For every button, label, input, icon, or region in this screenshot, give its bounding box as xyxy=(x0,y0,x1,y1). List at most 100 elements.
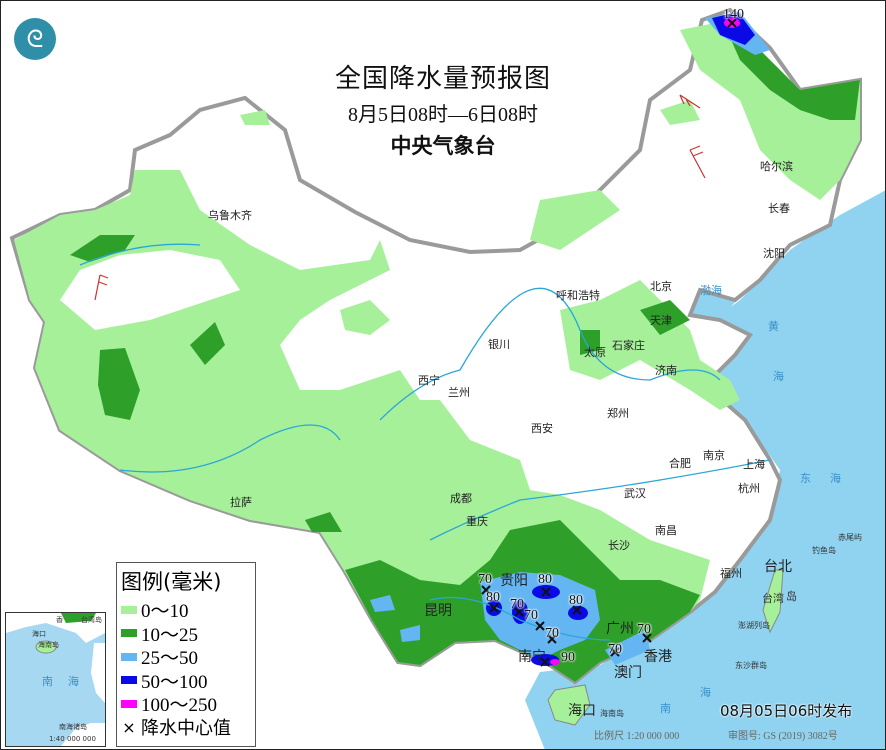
city-label: 上海 xyxy=(743,458,765,471)
city-label: 兰州 xyxy=(448,386,470,399)
city-label: 台北 xyxy=(764,559,792,575)
city-label: 济南 xyxy=(655,364,677,377)
precip-center-value: 70 xyxy=(524,608,538,623)
south-china-sea-inset: 海口 海南岛 南 海 南海诸岛 1:40 000 000 香 台湾岛 xyxy=(5,612,106,747)
issued-time: 08月05日06时发布 xyxy=(720,702,853,720)
city-label: 福州 xyxy=(720,567,742,580)
cross-icon xyxy=(541,587,551,597)
city-label: 杭州 xyxy=(738,482,760,495)
inset-label: 香 xyxy=(56,616,63,624)
sea-label: 岛 xyxy=(786,590,797,603)
rivers xyxy=(79,243,771,641)
cross-icon xyxy=(535,621,545,631)
cma-logo: ᘓ xyxy=(14,18,56,60)
precip-center-value: 80 xyxy=(486,590,500,605)
hainan-island xyxy=(547,684,591,726)
legend-label: 0～10 xyxy=(141,601,189,623)
city-label: 呼和浩特 xyxy=(556,289,600,302)
legend-item: 100～250 xyxy=(121,692,255,716)
city-label: 太原 xyxy=(584,346,606,359)
city-label: 西安 xyxy=(531,422,553,435)
legend-swatch xyxy=(121,699,137,708)
legend-swatch xyxy=(121,629,137,638)
cross-icon xyxy=(642,633,652,643)
legend-title: 图例(毫米) xyxy=(121,570,222,594)
map-approval-number: 审图号: GS (2019) 3082号 xyxy=(728,731,838,742)
precip-center-value: 80 xyxy=(569,593,583,608)
inset-scale: 1:40 000 000 xyxy=(49,735,96,743)
city-label: 银川 xyxy=(488,338,510,351)
precip-center-value: 70 xyxy=(545,626,559,641)
sea-label: 南 xyxy=(660,702,671,715)
legend-label: 25～50 xyxy=(141,648,199,670)
city-label: 郑州 xyxy=(607,407,629,420)
rain-25-50-areas xyxy=(370,12,770,665)
cross-icon xyxy=(540,657,550,667)
sea-label: 赤尾屿 xyxy=(838,533,862,542)
legend-item: 50～100 xyxy=(121,669,255,693)
precip-center-value: 90 xyxy=(561,650,575,665)
city-label: 重庆 xyxy=(466,515,488,528)
legend-swatch xyxy=(121,652,137,661)
city-label: 广州 xyxy=(606,621,634,637)
sea-label: 海 xyxy=(773,370,784,383)
sea-label: 渤海 xyxy=(700,284,722,297)
legend-swatch xyxy=(121,676,137,685)
city-label: 合肥 xyxy=(669,457,691,470)
inset-label: 台湾岛 xyxy=(81,616,102,624)
inset-label: 南 xyxy=(42,675,53,688)
precip-center-value: 140 xyxy=(723,7,744,22)
sea-label: 钓鱼岛 xyxy=(812,546,836,555)
city-label: 北京 xyxy=(650,280,672,293)
city-label: 昆明 xyxy=(424,603,452,619)
cross-icon xyxy=(481,585,491,595)
sea-label: 澎湖列岛 xyxy=(738,621,770,630)
forecast-period: 8月5日08时—6日08时 xyxy=(348,104,538,126)
legend-item: 0～10 xyxy=(121,598,255,622)
city-label: 沈阳 xyxy=(763,247,785,260)
city-label: 贵阳 xyxy=(500,573,528,589)
sea-label: 海 xyxy=(700,686,711,699)
city-label: 南京 xyxy=(703,449,725,462)
rain-100-250-areas xyxy=(550,18,740,665)
legend-item: 25～50 xyxy=(121,645,255,669)
sea-label: 东沙群岛 xyxy=(735,661,767,670)
inset-label: 海 xyxy=(68,675,79,688)
city-label: 南昌 xyxy=(655,524,677,537)
legend-label: 10～25 xyxy=(141,624,199,646)
cross-icon xyxy=(572,605,582,615)
precip-center-value: 70 xyxy=(510,597,524,612)
sea-label: 海南岛 xyxy=(600,709,624,718)
legend-item-center: × 降水中心值 xyxy=(121,716,255,740)
map-scale: 比例尺 1:20 000 000 xyxy=(594,731,680,742)
precip-center-value: 70 xyxy=(637,622,651,637)
taiwan-island xyxy=(762,569,784,634)
sea-label: 台湾 xyxy=(762,592,784,605)
inset-label: 南海诸岛 xyxy=(59,723,87,731)
inset-label: 海南岛 xyxy=(38,641,59,649)
legend-item: 10～25 xyxy=(121,622,255,646)
sea-area xyxy=(525,190,886,750)
cross-icon xyxy=(727,18,737,28)
sea-label: 黄 xyxy=(768,320,779,333)
legend-label: 100～250 xyxy=(141,695,218,717)
city-label: 乌鲁木齐 xyxy=(208,209,252,222)
sea-label: 东 xyxy=(800,472,811,485)
legend-label: 50～100 xyxy=(141,671,208,693)
inset-map xyxy=(6,613,105,746)
cross-icon xyxy=(610,647,620,657)
city-label: 成都 xyxy=(450,492,472,505)
city-label: 拉萨 xyxy=(230,496,252,509)
cross-icon xyxy=(547,634,557,644)
cross-icon xyxy=(489,603,499,613)
wind-barbs xyxy=(94,94,706,301)
city-label: 武汉 xyxy=(624,487,646,500)
city-label: 石家庄 xyxy=(612,339,645,352)
map-title: 全国降水量预报图 xyxy=(334,64,551,94)
city-label: 香港 xyxy=(644,649,672,665)
city-label: 长沙 xyxy=(608,539,630,552)
city-label: 澳门 xyxy=(614,665,642,681)
city-label: 海口 xyxy=(568,703,596,719)
